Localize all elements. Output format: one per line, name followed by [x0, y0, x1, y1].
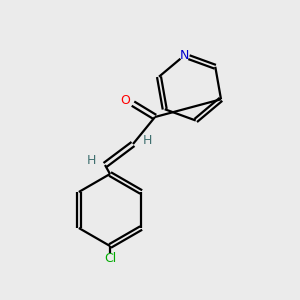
Text: N: N [180, 49, 189, 62]
Text: H: H [142, 134, 152, 146]
Text: H: H [86, 154, 96, 166]
Text: O: O [120, 94, 130, 106]
Text: Cl: Cl [104, 251, 116, 265]
